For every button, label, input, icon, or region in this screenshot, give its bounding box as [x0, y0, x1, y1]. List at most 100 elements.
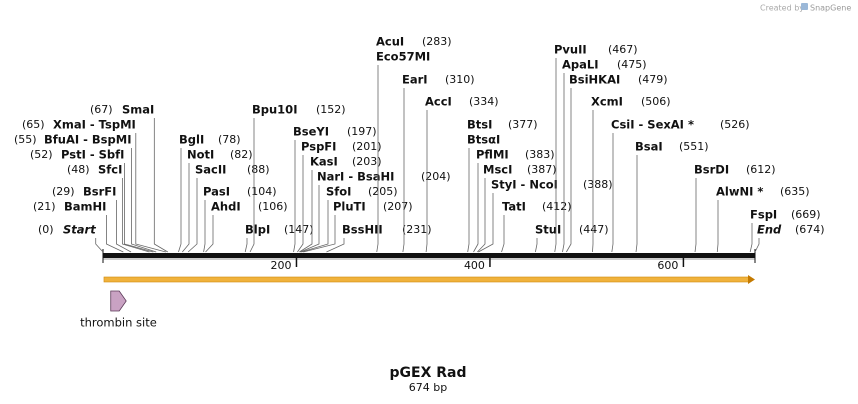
site-position: (55): [14, 133, 37, 146]
site-line: [303, 215, 336, 253]
site-line: [182, 163, 190, 253]
watermark-prefix: Created by: [760, 4, 804, 13]
enzyme-name: PspFI: [301, 140, 336, 154]
site-line: [635, 155, 638, 253]
ruler-label: 600: [657, 259, 678, 272]
site-line: [326, 238, 345, 253]
site-position: (48): [67, 163, 90, 176]
site-line: [478, 193, 494, 253]
site-position: (674): [795, 223, 825, 236]
site-position: (29): [52, 185, 75, 198]
site-line: [554, 58, 557, 253]
site-position: (201): [352, 140, 382, 153]
site-position: (387): [527, 163, 557, 176]
site-line: [477, 178, 486, 253]
site-position: (21): [33, 200, 56, 213]
site-position: (197): [347, 125, 377, 138]
site-position: (106): [258, 200, 288, 213]
site-line: [121, 178, 150, 253]
site-position: (152): [316, 103, 346, 116]
site-line: [293, 140, 296, 253]
site-position: (0): [38, 223, 54, 236]
site-position: (447): [579, 223, 609, 236]
site-line: [106, 215, 124, 253]
site-line: [131, 148, 157, 253]
site-position: (205): [368, 185, 398, 198]
enzyme-name: PluTI: [333, 200, 366, 214]
map-size: 674 bp: [409, 381, 447, 394]
enzyme-name: BseYI: [293, 125, 329, 139]
enzyme-name: Start: [63, 223, 96, 237]
site-position: (526): [720, 118, 750, 131]
site-position: (506): [641, 95, 671, 108]
site-line: [473, 163, 479, 253]
enzyme-name: KasI: [310, 155, 338, 169]
site-position: (669): [791, 208, 821, 221]
site-position: (203): [352, 155, 382, 168]
site-position: (377): [508, 118, 538, 131]
site-position: (82): [230, 148, 253, 161]
enzyme-name: MscI: [483, 163, 512, 177]
feature-arrow: [110, 290, 127, 312]
map-title: pGEX Rad: [390, 365, 467, 381]
site-line: [116, 200, 132, 253]
enzyme-name: Eco57MI: [376, 50, 430, 64]
site-position: (283): [422, 35, 452, 48]
logo: [801, 3, 808, 10]
enzyme-name: BamHI: [64, 200, 106, 214]
enzyme-name: SmaI: [122, 103, 154, 117]
enzyme-name: PvuII: [554, 43, 587, 57]
watermark-brand: SnapGene: [810, 4, 851, 13]
site-line: [694, 178, 697, 253]
site-position: (207): [383, 200, 413, 213]
enzyme-name: AcuI: [376, 35, 404, 49]
site-line: [716, 200, 719, 253]
enzyme-name: SfcI: [98, 163, 122, 177]
enzyme-name: BtsαI: [467, 133, 500, 147]
enzyme-name: NarI - BsaHI: [317, 170, 394, 184]
enzyme-name: PasI: [203, 185, 230, 199]
sequence-bar: [103, 253, 755, 258]
site-line: [402, 88, 405, 253]
enzyme-name: BtsI: [467, 118, 492, 132]
site-line: [187, 178, 198, 253]
enzyme-name: BglI: [179, 133, 204, 147]
enzyme-name: AlwNI *: [716, 185, 763, 199]
site-line: [467, 148, 470, 253]
site-line: [205, 215, 214, 253]
ruler-label: 400: [464, 259, 485, 272]
feature-label: thrombin site: [80, 316, 157, 330]
enzyme-name: BlpI: [245, 223, 270, 237]
site-line: [135, 133, 166, 253]
site-line: [592, 110, 594, 253]
site-position: (52): [30, 148, 53, 161]
site-line: [244, 238, 248, 253]
site-line: [297, 155, 304, 253]
enzyme-name: NotI: [187, 148, 214, 162]
site-line: [535, 238, 538, 253]
enzyme-name: SfoI: [326, 185, 351, 199]
site-position: (67): [90, 103, 113, 116]
site-line: [299, 170, 313, 253]
site-line: [754, 238, 760, 253]
site-position: (88): [247, 163, 270, 176]
enzyme-name: EarI: [402, 73, 428, 87]
ruler-label: 200: [270, 259, 291, 272]
site-position: (612): [746, 163, 776, 176]
site-line: [300, 185, 320, 253]
site-line: [95, 238, 104, 253]
site-line: [203, 200, 206, 253]
enzyme-name: AccI: [425, 95, 452, 109]
enzyme-name: XcmI: [591, 95, 623, 109]
site-position: (334): [469, 95, 499, 108]
site-position: (475): [617, 58, 647, 71]
enzyme-name: End: [757, 223, 782, 237]
feature-arrowhead: [748, 275, 755, 284]
enzyme-name: BsiHKAI: [569, 73, 620, 87]
enzyme-name: PstI - SbfI: [61, 148, 124, 162]
enzyme-name: SacII: [195, 163, 226, 177]
site-position: (635): [780, 185, 810, 198]
enzyme-name: BsaI: [635, 140, 663, 154]
enzyme-name: StuI: [535, 223, 561, 237]
